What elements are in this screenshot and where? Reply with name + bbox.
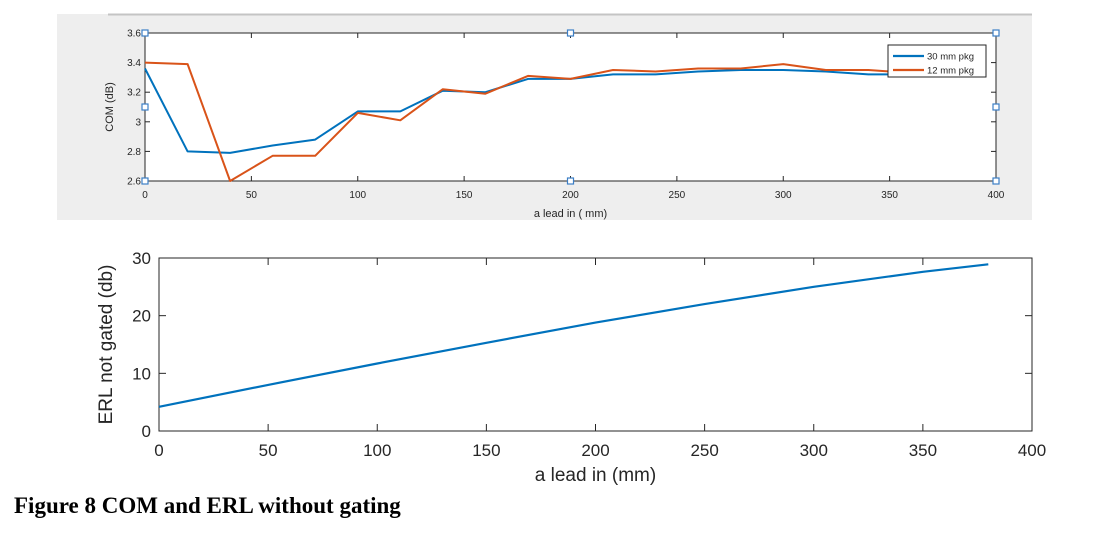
- x-tick-label: 50: [259, 441, 278, 460]
- x-tick-label: 200: [581, 441, 609, 460]
- series-line: [144, 61, 890, 182]
- y-tick-label: 2.6: [127, 177, 141, 188]
- y-tick-label: 0: [142, 422, 151, 441]
- x-tick-label: 350: [881, 190, 898, 201]
- y-tick-label: 10: [132, 364, 151, 383]
- plot-area: [144, 32, 997, 182]
- selection-handle[interactable]: [566, 29, 575, 37]
- selection-handle[interactable]: [141, 103, 149, 111]
- x-tick-label: 100: [349, 190, 366, 201]
- plot-area: [158, 257, 1033, 432]
- x-tick-label: 350: [909, 441, 937, 460]
- y-tick-label: 30: [132, 249, 151, 268]
- y-tick-label: 3.4: [127, 58, 141, 69]
- x-tick-label: 200: [562, 190, 579, 201]
- selection-handle[interactable]: [992, 103, 1000, 111]
- x-tick-label: 0: [154, 441, 163, 460]
- selection-handle[interactable]: [992, 29, 1000, 37]
- x-tick-label: 300: [775, 190, 792, 201]
- legend-box: [887, 44, 987, 78]
- y-tick-label: 3.2: [127, 88, 141, 99]
- series-line: [144, 68, 890, 154]
- selection-handle[interactable]: [992, 177, 1000, 185]
- x-tick-label: 150: [472, 441, 500, 460]
- y-axis-label: COM (dB): [104, 82, 116, 132]
- series-line: [158, 263, 989, 408]
- y-tick-label: 2.8: [127, 147, 141, 158]
- erl-chart: 0 50 100 150 200 250 300 350 400 0 10 20 30 a lead in…: [96, 249, 1046, 486]
- x-tick-label: 0: [142, 190, 148, 201]
- x-tick-label: 250: [690, 441, 718, 460]
- selection-handle[interactable]: [566, 177, 575, 185]
- legend-entry-label: 12 mm pkg: [927, 66, 974, 77]
- x-tick-label: 150: [456, 190, 473, 201]
- y-tick-label: 20: [132, 307, 151, 326]
- x-axis-label: a lead in ( mm): [534, 208, 607, 220]
- legend-entry-label: 30 mm pkg: [927, 52, 974, 63]
- y-tick-label: 3: [135, 117, 141, 128]
- x-tick-label: 100: [363, 441, 391, 460]
- com-chart: 0 50 100 150 200 250 300 350 400 2.6 2.8 3 3.2 3.4 3.6…: [104, 29, 1005, 221]
- x-tick-label: 400: [1018, 441, 1046, 460]
- selection-handle[interactable]: [141, 177, 149, 185]
- x-tick-label: 50: [246, 190, 258, 201]
- legend: 30 mm pkg 12 mm pkg: [887, 44, 987, 78]
- y-tick-label: 3.6: [127, 29, 141, 40]
- x-tick-label: 300: [800, 441, 828, 460]
- selection-handle[interactable]: [141, 29, 149, 37]
- figure-caption: Figure 8 COM and ERL without gating: [14, 493, 401, 518]
- x-axis-label: a lead in (mm): [535, 465, 656, 486]
- x-tick-label: 400: [988, 190, 1005, 201]
- y-axis-label: ERL not gated (db): [96, 265, 117, 425]
- x-tick-label: 250: [669, 190, 686, 201]
